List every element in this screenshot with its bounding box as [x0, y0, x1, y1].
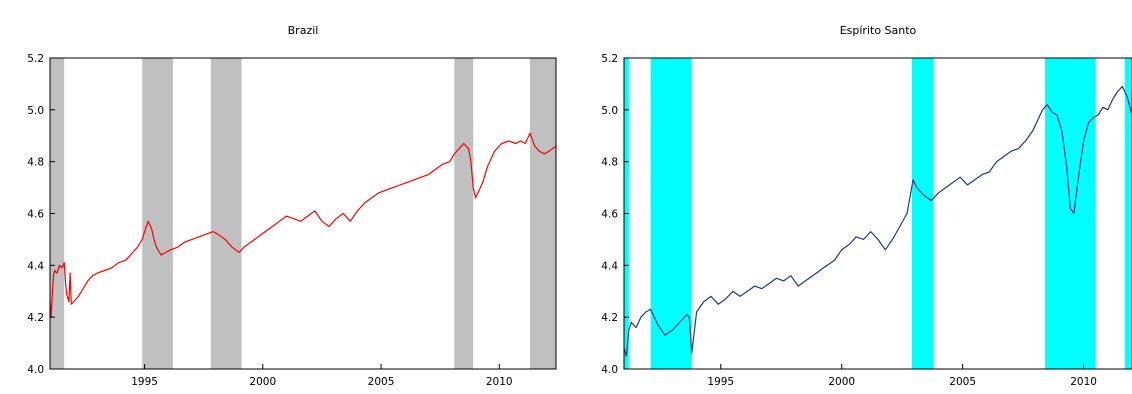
espirito-santo-chart: Espírito Santo 4.0 4.2 4.4 4.6 4.8 5.0 5.2 1995 2… [601, 24, 1132, 388]
y-tick-label: 4.4 [601, 260, 618, 272]
shaded-period-2 [911, 58, 934, 369]
shaded-period-3 [1044, 58, 1096, 369]
y-tick-label: 4.6 [27, 209, 44, 221]
y-tick-label: 4.8 [27, 157, 44, 169]
x-tick-label: 1995 [707, 376, 734, 388]
series-line-0 [623, 85, 1132, 357]
x-tick-label: 2010 [486, 376, 513, 388]
y-tick-label: 5.2 [27, 53, 44, 65]
x-tick-label: 2005 [368, 376, 395, 388]
x-tick-label: 2000 [828, 376, 855, 388]
y-tick-label: 5.0 [601, 105, 618, 117]
y-tick-label: 4.0 [27, 364, 44, 376]
y-tick-label: 4.6 [601, 209, 618, 221]
y-tick-label: 5.2 [601, 53, 618, 65]
x-tick-label: 2000 [249, 376, 276, 388]
x-tick-label: 2010 [1070, 376, 1097, 388]
shaded-period-0 [50, 58, 65, 369]
y-tick-label: 4.2 [601, 312, 618, 324]
y-tick-label: 4.2 [27, 312, 44, 324]
x-tick-label: 2005 [949, 376, 976, 388]
brazil-chart: Brazil 4.0 4.2 4.4 4.6 4.8 5.0 5.2 1995 2000 2005 2… [27, 24, 557, 388]
chart-title: Brazil [288, 24, 319, 37]
plot-frame [49, 57, 557, 370]
shaded-period-3 [454, 58, 474, 369]
series-line-0 [49, 132, 557, 318]
shaded-period-1 [142, 58, 173, 369]
y-tick-label: 4.0 [601, 364, 618, 376]
y-tick-label: 4.4 [27, 260, 44, 272]
shaded-period-4 [529, 58, 556, 369]
y-tick-label: 4.8 [601, 157, 618, 169]
y-tick-label: 5.0 [27, 105, 44, 117]
x-tick-label: 1995 [131, 376, 158, 388]
chart-title: Espírito Santo [840, 24, 917, 37]
shaded-period-2 [210, 58, 242, 369]
shaded-period-4 [1124, 58, 1132, 369]
